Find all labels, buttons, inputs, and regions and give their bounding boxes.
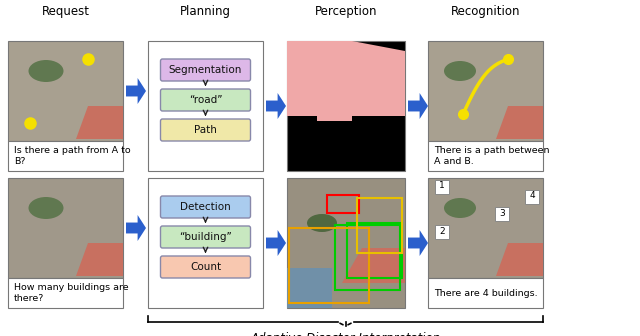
Polygon shape	[347, 86, 405, 116]
Ellipse shape	[307, 214, 337, 232]
Polygon shape	[408, 93, 428, 119]
Bar	[357, 198, 402, 253]
Polygon shape	[496, 243, 543, 276]
Polygon shape	[266, 230, 286, 256]
Text: 4: 4	[529, 192, 535, 201]
FancyBboxPatch shape	[161, 256, 250, 278]
Bar	[8, 141, 123, 171]
Text: 2: 2	[439, 226, 445, 236]
Bar	[327, 195, 359, 213]
FancyBboxPatch shape	[161, 89, 250, 111]
Bar	[347, 223, 402, 278]
Text: Count: Count	[190, 262, 221, 272]
Bar	[289, 228, 369, 303]
Text: Request: Request	[42, 4, 90, 17]
Polygon shape	[342, 248, 405, 283]
Bar	[428, 178, 543, 278]
Polygon shape	[287, 41, 405, 116]
Polygon shape	[408, 230, 428, 256]
FancyBboxPatch shape	[161, 59, 250, 81]
Bar	[8, 178, 123, 278]
Polygon shape	[496, 106, 543, 139]
Bar	[335, 225, 400, 290]
Bar	[428, 41, 543, 141]
Polygon shape	[317, 41, 352, 121]
Text: “building”: “building”	[179, 232, 232, 242]
Text: Path: Path	[194, 125, 217, 135]
Text: Segmentation: Segmentation	[169, 65, 242, 75]
Text: Detection: Detection	[180, 202, 231, 212]
Bar	[435, 225, 449, 239]
Polygon shape	[126, 215, 146, 241]
Polygon shape	[76, 106, 123, 139]
Text: Perception: Perception	[315, 4, 377, 17]
Text: There is a path between
A and B.: There is a path between A and B.	[434, 146, 550, 166]
Bar	[287, 178, 405, 308]
FancyBboxPatch shape	[161, 196, 250, 218]
Text: 1: 1	[439, 181, 445, 191]
Polygon shape	[76, 243, 123, 276]
Bar	[287, 268, 332, 308]
Text: How many buildings are
there?: How many buildings are there?	[14, 283, 129, 303]
Bar	[495, 207, 509, 221]
Bar	[525, 190, 539, 204]
Polygon shape	[266, 93, 286, 119]
Text: There are 4 buildings.: There are 4 buildings.	[434, 289, 538, 297]
Bar	[435, 180, 449, 194]
Bar	[428, 278, 543, 308]
Ellipse shape	[29, 60, 63, 82]
Text: Planning: Planning	[180, 4, 231, 17]
Text: “road”: “road”	[189, 95, 222, 105]
Bar	[148, 41, 263, 171]
Bar	[428, 141, 543, 171]
Bar	[148, 178, 263, 308]
Text: 3: 3	[499, 209, 505, 217]
Bar	[287, 41, 405, 171]
FancyBboxPatch shape	[161, 226, 250, 248]
FancyBboxPatch shape	[161, 119, 250, 141]
Ellipse shape	[444, 61, 476, 81]
Ellipse shape	[29, 197, 63, 219]
Ellipse shape	[444, 198, 476, 218]
Bar	[8, 41, 123, 141]
Text: Adaptive Disaster Interpretation: Adaptive Disaster Interpretation	[250, 332, 440, 336]
Bar	[8, 278, 123, 308]
Polygon shape	[126, 78, 146, 104]
Text: Is there a path from A to
B?: Is there a path from A to B?	[14, 146, 131, 166]
Text: Recognition: Recognition	[451, 4, 520, 17]
